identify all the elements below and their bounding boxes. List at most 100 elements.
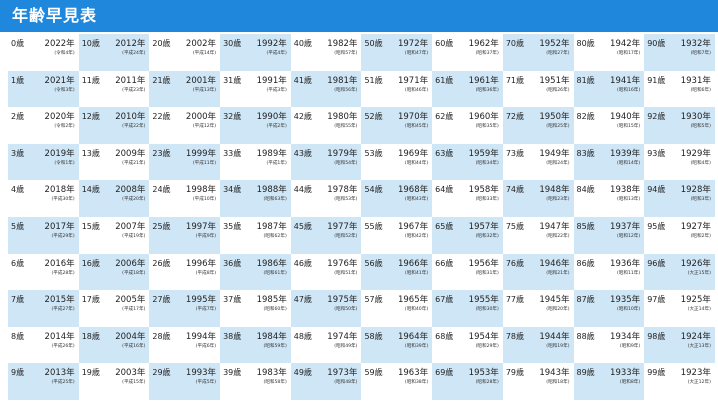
birth-year: 1989年 (256, 148, 287, 159)
birth-year: 1986年 (256, 258, 287, 269)
birth-year: 1974年 (327, 331, 358, 342)
birth-year: 1968年 (397, 185, 429, 196)
birth-year: 1947年 (539, 221, 570, 232)
era-year: (昭和56年) (334, 87, 358, 93)
era-year: (昭和62年) (263, 233, 287, 239)
age-label: 94歳 (647, 185, 666, 195)
age-label: 77歳 (505, 295, 524, 305)
era-year: (平成15年) (122, 380, 146, 386)
era-year: (昭和13年) (616, 197, 641, 203)
era-year: (昭和47年) (404, 51, 429, 56)
era-year: (平成12年) (192, 124, 217, 130)
age-label: 43歳 (293, 148, 312, 158)
age-cell: 70歳 1952年 (昭和27年) (502, 34, 574, 71)
age-cell: 87歳 1935年 (昭和10年) (573, 290, 645, 327)
age-label: 17歳 (81, 295, 100, 305)
era-year: (平成5年) (195, 380, 217, 386)
era-year: (平成11年) (192, 160, 217, 166)
birth-year: 1952年 (539, 39, 570, 49)
era-year: (平成17年) (122, 307, 146, 313)
era-year: (昭和44年) (404, 160, 429, 166)
age-cell: 63歳 1959年 (昭和34年) (432, 143, 503, 181)
age-cell: 19歳 2003年 (平成15年) (79, 363, 150, 400)
age-cell: 74歳 1948年 (昭和23年) (502, 180, 574, 217)
age-label: 79歳 (505, 368, 524, 378)
age-label: 58歳 (364, 331, 383, 341)
birth-year: 1984年 (256, 331, 287, 342)
age-cell: 27歳 1995年 (平成7年) (149, 290, 221, 327)
birth-year: 1955年 (468, 295, 499, 306)
era-year: (平成3年) (266, 87, 287, 93)
era-year: (昭和3年) (690, 197, 711, 203)
era-year: (昭和12年) (616, 233, 641, 239)
era-year: (昭和45年) (404, 124, 429, 130)
birth-year: 1937年 (610, 221, 641, 232)
age-cell: 90歳 1932年 (昭和7年) (644, 34, 715, 71)
age-label: 53歳 (364, 148, 383, 158)
age-label: 91歳 (647, 75, 666, 85)
era-year: (昭和46年) (404, 87, 429, 93)
age-cell: 3歳 2019年 (令和1年) (8, 143, 79, 181)
age-cell: 8歳 2014年 (平成26年) (8, 327, 79, 364)
birth-year: 2020年 (44, 112, 75, 123)
age-label: 40歳 (293, 39, 312, 48)
birth-year: 1978年 (327, 185, 358, 196)
age-label: 80歳 (576, 39, 595, 48)
era-year: (昭和59年) (263, 343, 287, 349)
birth-year: 2017年 (44, 221, 75, 232)
age-label: 18歳 (81, 331, 100, 341)
birth-year: 1951年 (539, 75, 570, 86)
age-label: 26歳 (152, 258, 171, 268)
birth-year: 1936年 (610, 258, 641, 269)
era-year: (平成2年) (266, 124, 287, 130)
birth-year: 1960年 (468, 112, 499, 123)
age-label: 47歳 (293, 295, 312, 305)
age-label: 63歳 (435, 148, 454, 158)
era-year: (平成10年) (192, 197, 217, 203)
age-label: 7歳 (11, 295, 25, 305)
era-year: (大正14年) (687, 307, 711, 313)
era-year: (平成22年) (122, 124, 146, 130)
age-cell: 79歳 1943年 (昭和18年) (503, 363, 574, 400)
age-cell: 78歳 1944年 (昭和19年) (502, 326, 574, 364)
age-label: 8歳 (11, 331, 25, 341)
age-label: 68歳 (435, 331, 454, 341)
age-cell: 37歳 1985年 (昭和60年) (220, 290, 291, 327)
age-label: 14歳 (81, 185, 100, 195)
era-year: (昭和43年) (404, 197, 429, 203)
era-year: (昭和54年) (334, 160, 358, 166)
birth-year: 2019年 (44, 148, 75, 159)
age-cell: 17歳 2005年 (平成17年) (79, 290, 150, 327)
birth-year: 1990年 (256, 112, 287, 123)
birth-year: 1965年 (397, 295, 429, 306)
age-cell: 97歳 1925年 (大正14年) (644, 290, 715, 327)
era-year: (昭和57年) (334, 51, 358, 56)
era-year: (昭和11年) (616, 270, 641, 276)
age-label: 67歳 (435, 295, 454, 305)
era-year: (昭和50年) (334, 307, 358, 313)
era-year: (平成21年) (122, 160, 146, 166)
birth-year: 1964年 (397, 331, 429, 342)
age-label: 45歳 (293, 221, 312, 231)
age-cell: 59歳 1963年 (昭和38年) (361, 363, 432, 400)
age-label: 38歳 (223, 331, 242, 341)
age-label: 57歳 (364, 295, 383, 305)
age-cell: 88歳 1934年 (昭和9年) (574, 327, 645, 364)
age-label: 90歳 (647, 39, 666, 48)
age-cell: 48歳 1974年 (昭和49年) (291, 327, 362, 364)
age-label: 19歳 (81, 368, 100, 378)
age-cell: 15歳 2007年 (平成19年) (79, 217, 150, 254)
age-cell: 43歳 1979年 (昭和54年) (290, 143, 362, 181)
age-cell: 71歳 1951年 (昭和26年) (503, 71, 574, 108)
age-cell: 38歳 1984年 (昭和59年) (220, 326, 291, 364)
age-cell: 44歳 1978年 (昭和53年) (291, 180, 362, 217)
age-label: 78歳 (505, 331, 524, 341)
age-cell: 13歳 2009年 (平成21年) (79, 144, 150, 181)
birth-year: 1945年 (539, 295, 570, 306)
era-year: (昭和9年) (619, 343, 641, 349)
birth-year: 1975年 (327, 295, 358, 306)
age-label: 35歳 (223, 221, 242, 231)
birth-year: 1998年 (185, 185, 217, 196)
birth-year: 1924年 (680, 331, 711, 342)
birth-year: 1939年 (610, 148, 641, 159)
